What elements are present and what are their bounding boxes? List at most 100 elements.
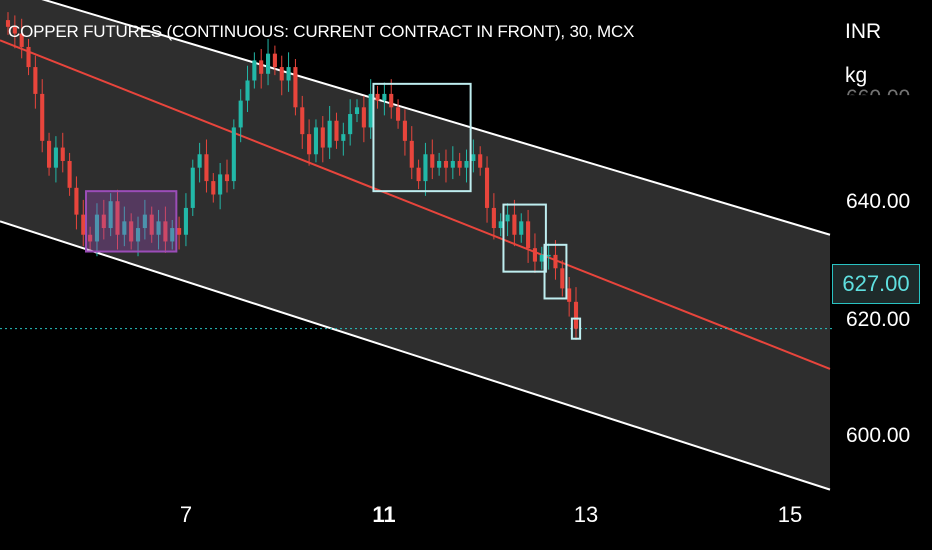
- candle-body: [389, 93, 394, 108]
- candle-body: [437, 160, 442, 168]
- candle-body: [238, 100, 243, 128]
- candle-body: [33, 67, 38, 94]
- candle-body: [560, 268, 565, 289]
- candle-body: [334, 120, 339, 141]
- candle-body: [245, 80, 250, 101]
- consolidation-box-white: [502, 203, 547, 273]
- unit-label: kg: [845, 64, 868, 87]
- consolidation-box-purple: [85, 190, 178, 253]
- candle-body: [94, 214, 100, 242]
- candle-body: [307, 134, 312, 155]
- candle-body: [122, 221, 127, 235]
- candle-body: [320, 127, 325, 148]
- candle-body: [443, 160, 449, 168]
- candle-body: [129, 221, 134, 242]
- candle-body: [348, 114, 353, 135]
- consolidation-box-white: [570, 317, 582, 340]
- candle-body: [505, 214, 510, 222]
- candle-body: [409, 140, 414, 168]
- candle-body: [81, 214, 86, 235]
- channel-lower-line: [0, 220, 831, 491]
- candle-body: [19, 33, 24, 47]
- candle-body: [546, 254, 551, 257]
- candle-body: [67, 160, 72, 188]
- candle-body: [170, 228, 175, 242]
- candle-body: [457, 160, 462, 168]
- candle-body: [74, 187, 79, 215]
- last-price-label: 627.00: [832, 264, 920, 304]
- candle-body: [361, 107, 366, 128]
- y-tick-label: 600.00: [846, 424, 911, 447]
- candle-body: [539, 254, 544, 262]
- candle-body: [313, 127, 319, 155]
- candle-body: [190, 167, 195, 208]
- candle-body: [88, 234, 93, 242]
- candle-body: [5, 20, 11, 27]
- y-tick-label: 640.00: [846, 190, 911, 213]
- candle-body: [60, 147, 65, 161]
- candle-body: [491, 207, 496, 229]
- consolidation-box-white: [372, 82, 472, 193]
- candle-body: [519, 221, 524, 235]
- candle-body: [423, 154, 428, 182]
- candle-body: [163, 221, 168, 242]
- candle-body: [567, 288, 572, 302]
- candle-body: [450, 160, 455, 168]
- candle-body: [218, 174, 223, 195]
- candle-body: [416, 167, 421, 182]
- candle-body: [135, 228, 141, 242]
- candle-body: [375, 93, 380, 101]
- candle-body: [156, 221, 161, 235]
- candle-body: [224, 174, 230, 182]
- consolidation-box-white: [543, 243, 568, 300]
- candle-body: [12, 26, 17, 34]
- candle-body: [293, 67, 298, 108]
- channel-mid-line: [0, 39, 831, 370]
- candle-body: [40, 93, 45, 141]
- candle-body: [26, 46, 31, 68]
- candle-body: [177, 228, 182, 235]
- candle-body: [286, 67, 291, 81]
- candle-body: [430, 154, 435, 168]
- candle-body: [272, 53, 277, 68]
- candle-body: [142, 214, 147, 229]
- currency-label: INR: [845, 20, 882, 43]
- candle-body: [252, 60, 257, 81]
- candle-body: [368, 93, 373, 128]
- x-tick-label: 11: [372, 502, 396, 527]
- candle-body: [197, 154, 202, 168]
- candle-body: [108, 201, 113, 229]
- candle-body: [484, 167, 490, 208]
- candle-body: [53, 147, 58, 168]
- candle-body: [553, 254, 558, 269]
- candle-body: [115, 201, 120, 235]
- y-tick-label: 620.00: [846, 308, 911, 331]
- x-tick-label: 13: [573, 502, 599, 527]
- candle-body: [512, 214, 517, 235]
- y-tick-label-partial: 660.00: [846, 86, 911, 109]
- candle-body: [396, 107, 401, 121]
- candle-body: [402, 120, 407, 141]
- candle-body: [498, 221, 503, 229]
- candle-body: [211, 181, 216, 195]
- candle-body: [354, 107, 360, 115]
- candle-body: [265, 53, 271, 74]
- candle-body: [47, 140, 52, 168]
- candle-body: [101, 214, 106, 229]
- candle-body: [300, 107, 305, 135]
- candle-body: [183, 207, 188, 235]
- candle-body: [341, 134, 346, 141]
- candle-body: [204, 154, 209, 182]
- candle-body: [382, 93, 387, 101]
- candle-body: [279, 67, 284, 81]
- candle-body: [526, 221, 531, 249]
- candle-body: [532, 248, 537, 262]
- x-tick-label: 7: [179, 502, 193, 527]
- candle-body: [231, 127, 236, 182]
- candle-body: [573, 301, 579, 329]
- candle-body: [149, 214, 154, 235]
- candle-body: [478, 154, 483, 168]
- candle-body: [327, 120, 332, 148]
- candle-body: [464, 160, 469, 168]
